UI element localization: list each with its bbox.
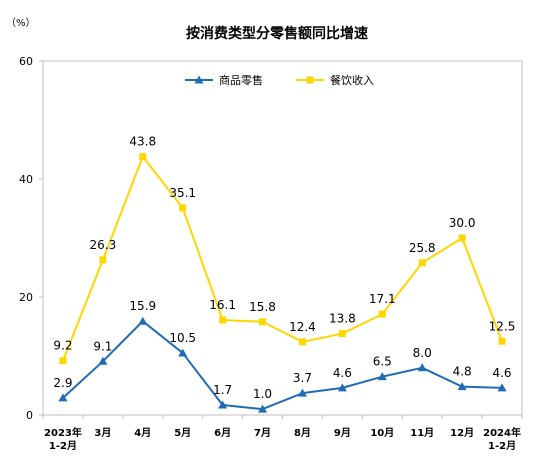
data-point-triangle — [58, 393, 68, 402]
x-tick-label: 2023年 — [44, 426, 82, 439]
data-label: 43.8 — [129, 135, 156, 149]
data-label: 15.9 — [129, 299, 156, 313]
data-label: 13.8 — [329, 312, 356, 326]
data-point-triangle — [297, 388, 307, 397]
data-point-triangle — [417, 363, 427, 372]
series-line — [62, 320, 503, 411]
data-label: 35.1 — [169, 186, 196, 200]
data-point-triangle — [497, 383, 507, 392]
y-axis-unit: （%） — [6, 17, 36, 29]
data-label: 17.1 — [369, 292, 396, 306]
data-point-triangle — [258, 404, 268, 413]
legend-label: 商品零售 — [219, 73, 263, 87]
x-tick-label: 11月 — [410, 427, 434, 439]
data-label: 2.9 — [53, 376, 72, 390]
data-point-square — [338, 330, 346, 338]
data-point-triangle — [377, 372, 387, 381]
data-label: 4.6 — [333, 366, 352, 380]
x-tick-label: 9月 — [334, 427, 351, 439]
series-layer — [58, 153, 507, 413]
data-point-square — [259, 318, 267, 326]
data-point-square — [458, 234, 466, 242]
data-label: 16.1 — [209, 298, 236, 312]
y-tick-label: 0 — [26, 409, 33, 422]
data-label: 3.7 — [293, 371, 312, 385]
x-tick-label: 4月 — [134, 427, 151, 439]
data-point-square — [219, 316, 227, 324]
data-label: 12.5 — [489, 319, 516, 333]
data-point-square — [59, 357, 67, 365]
data-point-triangle — [138, 316, 148, 325]
data-point-square — [179, 204, 187, 212]
data-point-triangle — [218, 400, 228, 409]
legend-square-marker — [306, 76, 314, 84]
data-label: 15.8 — [249, 300, 276, 314]
x-tick-label: 1-2月 — [49, 440, 77, 452]
legend-triangle-marker — [194, 75, 204, 84]
data-point-square — [139, 153, 147, 161]
data-label: 9.2 — [53, 339, 72, 353]
data-point-triangle — [98, 356, 108, 365]
x-tick-label: 1-2月 — [488, 440, 516, 452]
chart-title: 按消费类型分零售额同比增速 — [186, 25, 368, 42]
data-label: 1.7 — [213, 383, 232, 397]
y-tick-label: 60 — [19, 55, 33, 68]
x-tick-label: 2024年 — [483, 426, 521, 439]
data-point-triangle — [337, 383, 347, 392]
data-label: 12.4 — [289, 320, 316, 334]
x-tick-label: 6月 — [214, 427, 231, 439]
data-point-square — [378, 310, 386, 318]
data-labels: 2.9 9.1 15.9 10.5 1.7 1.0 3.7 4.6 6.5 8.0 4.8 4.6 9.… — [53, 135, 515, 402]
data-label: 26.3 — [90, 238, 117, 252]
data-point-square — [298, 338, 306, 346]
x-tick-label: 3月 — [94, 427, 111, 439]
series-line — [62, 155, 503, 362]
x-tick-label: 7月 — [254, 427, 271, 439]
legend-label: 餐饮收入 — [330, 73, 374, 87]
data-label: 4.6 — [492, 366, 511, 380]
data-point-square — [418, 259, 426, 267]
data-label: 25.8 — [409, 241, 436, 255]
data-label: 30.0 — [449, 216, 476, 230]
data-label: 8.0 — [413, 346, 432, 360]
legend: 商品零售 餐饮收入 — [185, 73, 374, 87]
x-tick-label: 8月 — [294, 427, 311, 439]
data-label: 10.5 — [169, 331, 196, 345]
x-tick-label: 10月 — [370, 427, 394, 439]
y-tick-label: 40 — [19, 173, 33, 186]
data-point-triangle — [178, 348, 188, 357]
data-label: 6.5 — [373, 355, 392, 369]
y-tick-label: 20 — [19, 291, 33, 304]
data-label: 9.1 — [93, 339, 112, 353]
data-point-square — [498, 337, 506, 345]
x-tick-label: 12月 — [450, 427, 474, 439]
data-label: 1.0 — [253, 387, 272, 401]
data-point-triangle — [457, 382, 467, 391]
x-tick-label: 5月 — [174, 427, 191, 439]
data-point-square — [99, 256, 107, 264]
data-label: 4.8 — [453, 365, 472, 379]
